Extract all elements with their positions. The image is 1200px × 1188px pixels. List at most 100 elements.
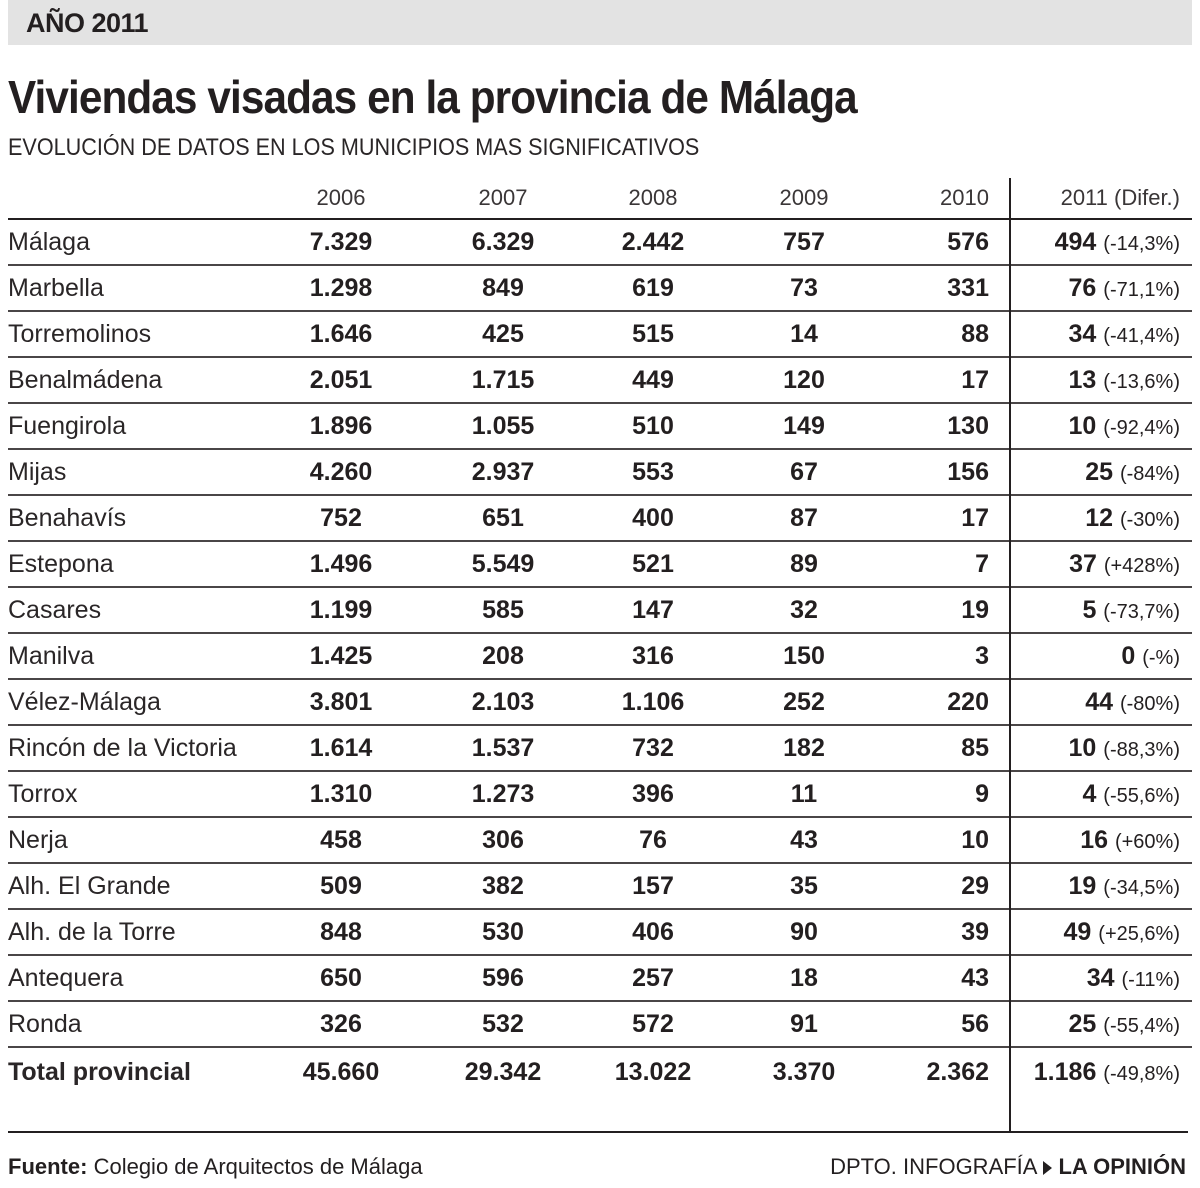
col-header-2007: 2007 <box>478 185 528 210</box>
value-2008: 553 <box>594 448 712 495</box>
dept-label: DPTO. INFOGRAFÍA <box>830 1154 1038 1179</box>
value-2006: 3.801 <box>270 678 412 725</box>
value-2009: 90 <box>712 908 896 955</box>
value-2007: 1.715 <box>412 356 594 403</box>
col-header-2011: 2011 (Difer.) <box>1009 178 1192 219</box>
value-2011-number: 4 <box>1082 779 1097 808</box>
value-2009: 120 <box>712 356 896 403</box>
value-2011-number: 19 <box>1068 871 1097 900</box>
value-2011: 37 (+428%) <box>1009 540 1192 587</box>
value-2008: 396 <box>594 770 712 817</box>
value-2011: 19 (-34,5%) <box>1009 862 1192 909</box>
col-header-2009: 2009 <box>779 185 829 210</box>
value-2011: 4 (-55,6%) <box>1009 770 1192 817</box>
value-2010: 130 <box>896 402 1010 449</box>
table-row: Manilva 1.425 208 316 150 3 0 (-%) <box>8 632 1192 679</box>
value-2011-diff: (-49,8%) <box>1103 1062 1180 1085</box>
value-2011-number: 10 <box>1068 411 1097 440</box>
value-2011: 25 (-55,4%) <box>1009 1000 1192 1047</box>
municipality-cell: Manilva <box>8 632 270 679</box>
value-2011-diff: (-73,7%) <box>1103 600 1180 623</box>
triangle-right-icon <box>1043 1161 1053 1176</box>
kicker-bar <box>8 0 1192 45</box>
value-2011: 44 (-80%) <box>1009 678 1192 725</box>
footer-divider <box>8 1131 1188 1133</box>
value-2009: 757 <box>712 218 896 265</box>
value-2011-number: 49 <box>1063 917 1092 946</box>
value-2011-diff: (-88,3%) <box>1103 738 1180 761</box>
municipality-cell: Alh. de la Torre <box>8 908 270 955</box>
value-2011-number: 13 <box>1068 365 1097 394</box>
value-2008: 157 <box>594 862 712 909</box>
table-row: Torrox 1.310 1.273 396 11 9 4 (-55,6%) <box>8 770 1192 817</box>
value-2011-number: 5 <box>1082 595 1097 624</box>
municipality-cell: Fuengirola <box>8 402 270 449</box>
table-row: Estepona 1.496 5.549 521 89 7 37 (+428%) <box>8 540 1192 587</box>
value-2006: 752 <box>270 494 412 541</box>
value-2006: 2.051 <box>270 356 412 403</box>
value-2010: 19 <box>896 586 1010 633</box>
municipality-cell: Antequera <box>8 954 270 1001</box>
value-2009: 182 <box>712 724 896 771</box>
municipality-cell: Torrox <box>8 770 270 817</box>
value-2009: 149 <box>712 402 896 449</box>
value-2011: 76 (-71,1%) <box>1009 264 1192 311</box>
value-2006: 848 <box>270 908 412 955</box>
value-2010: 56 <box>896 1000 1010 1047</box>
table-row: Benahavís 752 651 400 87 17 12 (-30%) <box>8 494 1192 541</box>
value-2007: 849 <box>412 264 594 311</box>
value-2009: 32 <box>712 586 896 633</box>
value-2008: 147 <box>594 586 712 633</box>
value-2009: 73 <box>712 264 896 311</box>
value-2009: 91 <box>712 1000 896 1047</box>
total-row: Total provincial 45.660 29.342 13.022 3.370 2… <box>8 1046 1192 1096</box>
municipality-cell: Estepona <box>8 540 270 587</box>
value-2010: 39 <box>896 908 1010 955</box>
value-2009: 11 <box>712 770 896 817</box>
value-2007: 1.273 <box>412 770 594 817</box>
municipality-cell: Torremolinos <box>8 310 270 357</box>
value-2010: 17 <box>896 494 1010 541</box>
value-2011-diff: (-%) <box>1142 646 1180 669</box>
value-2011: 49 (+25,6%) <box>1009 908 1192 955</box>
value-2010: 156 <box>896 448 1010 495</box>
value-2009: 18 <box>712 954 896 1001</box>
value-2010: 7 <box>896 540 1010 587</box>
value-2009: 14 <box>712 310 896 357</box>
kicker-label: AÑO 2011 <box>26 8 149 38</box>
municipality-cell: Marbella <box>8 264 270 311</box>
value-2006: 458 <box>270 816 412 863</box>
value-2008: 732 <box>594 724 712 771</box>
value-2010: 9 <box>896 770 1010 817</box>
value-2011-number: 37 <box>1069 549 1097 578</box>
value-2009: 67 <box>712 448 896 495</box>
value-2010: 10 <box>896 816 1010 863</box>
value-2008: 619 <box>594 264 712 311</box>
value-2011-diff: (+428%) <box>1103 554 1180 577</box>
value-2011: 34 (-11%) <box>1009 954 1192 1001</box>
value-2007: 425 <box>412 310 594 357</box>
value-2010: 85 <box>896 724 1010 771</box>
value-2007: 2.937 <box>412 448 594 495</box>
value-2008: 13.022 <box>594 1046 712 1096</box>
col-header-2008: 2008 <box>628 185 678 210</box>
credit: DPTO. INFOGRAFÍA LA OPINIÓN <box>830 1154 1186 1180</box>
municipality-cell: Nerja <box>8 816 270 863</box>
value-2008: 1.106 <box>594 678 712 725</box>
value-2007: 1.055 <box>412 402 594 449</box>
value-2008: 510 <box>594 402 712 449</box>
value-2008: 406 <box>594 908 712 955</box>
value-2011: 12 (-30%) <box>1009 494 1192 541</box>
municipality-cell: Mijas <box>8 448 270 495</box>
spacer-row <box>8 1096 1192 1132</box>
value-2007: 306 <box>412 816 594 863</box>
value-2007: 651 <box>412 494 594 541</box>
value-2007: 532 <box>412 1000 594 1047</box>
value-2011-number: 16 <box>1080 825 1109 854</box>
value-2009: 35 <box>712 862 896 909</box>
value-2008: 515 <box>594 310 712 357</box>
value-2006: 1.199 <box>270 586 412 633</box>
value-2011-number: 494 <box>1054 227 1097 256</box>
source-label: Fuente: <box>8 1154 88 1179</box>
value-2010: 3 <box>896 632 1010 679</box>
